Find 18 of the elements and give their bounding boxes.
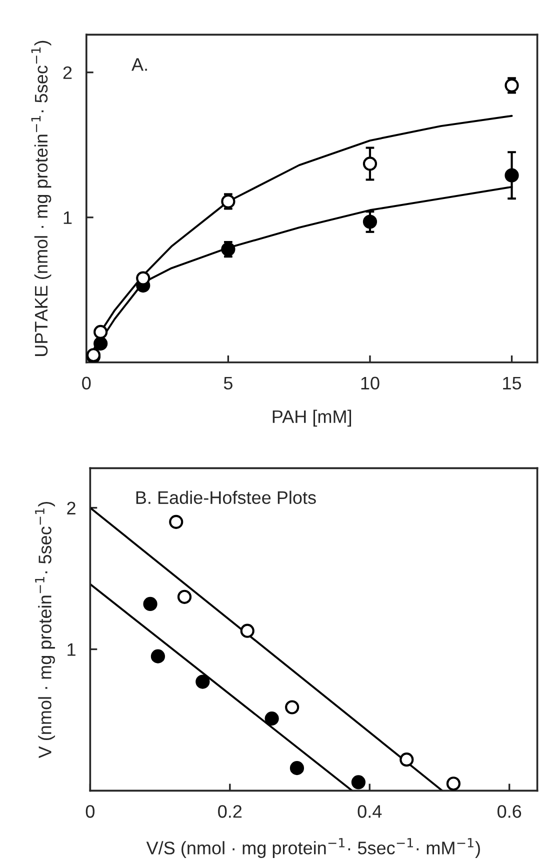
x-tick-label: 15 xyxy=(503,376,522,390)
x-axis-title: PAH [mM] xyxy=(272,410,352,427)
text: B. Eadie-Hofstee Plots xyxy=(136,490,316,504)
y-tick-label: 2 xyxy=(63,66,72,79)
x-tick-label: 0 xyxy=(82,376,91,390)
y-tick-label: 1 xyxy=(64,212,72,224)
x-axis-title: V/S (nmol · mg protein$^{−1}$· 5sec$^{−1}$· mM$^{−1}$) xyxy=(146,838,480,858)
x-tick-label: 0 xyxy=(86,805,94,818)
x-tick-label: 0.6 xyxy=(498,805,522,818)
y-axis-title: V (nmol · mg protein$^{−1}$· 5sec$^{−1}$) xyxy=(35,502,55,758)
text: A. xyxy=(132,58,147,71)
x-tick-label: 0.2 xyxy=(218,805,242,818)
x-tick-label: 0.4 xyxy=(358,805,382,818)
y-tick-label: 2 xyxy=(67,502,76,514)
x-tick-label: 10 xyxy=(361,376,380,390)
y-axis-title: UPTAKE (nmol · mg protein$^{−1}$· 5sec$^{−1}$) xyxy=(31,40,52,356)
x-tick-label: 5 xyxy=(224,376,232,390)
y-tick-label: 1 xyxy=(68,643,76,656)
